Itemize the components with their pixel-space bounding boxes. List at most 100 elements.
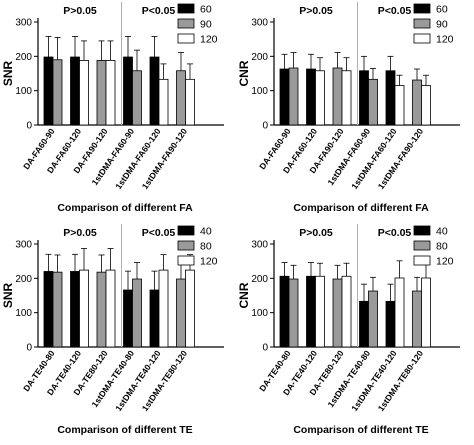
legend-swatch	[177, 18, 195, 29]
p-value-annotation: P>0.05	[63, 227, 97, 239]
legend-swatch	[177, 3, 195, 14]
y-tick-label: 300	[251, 18, 268, 29]
bar	[412, 79, 422, 126]
legend-label: 80	[436, 241, 448, 253]
legend-swatch	[177, 255, 195, 266]
legend-label: 40	[436, 226, 448, 238]
p-value-annotation: P<0.05	[378, 5, 412, 17]
bar	[96, 60, 107, 126]
p-value-annotation: P<0.05	[142, 227, 176, 239]
bar	[52, 271, 63, 348]
bar	[279, 275, 290, 348]
legend-label: 120	[436, 256, 454, 268]
bar	[43, 271, 54, 348]
y-tick-label: 100	[15, 86, 32, 97]
bar	[185, 78, 195, 126]
legend-swatch	[177, 225, 195, 236]
legend-label: 120	[200, 34, 218, 46]
x-axis-label: Comparison of different TE	[57, 424, 192, 436]
y-axis-label: CNR	[237, 60, 251, 86]
bar	[105, 60, 116, 126]
y-axis-label: CNR	[237, 282, 251, 308]
bar	[306, 68, 316, 126]
y-tick-label: 100	[251, 308, 268, 319]
bar	[394, 277, 405, 348]
bar	[149, 56, 160, 126]
bar	[52, 59, 63, 126]
legend-swatch	[413, 33, 431, 44]
p-value-annotation: P<0.05	[142, 5, 176, 17]
x-axis-label: Comparison of different TE	[293, 424, 428, 436]
p-value-annotation: P>0.05	[299, 5, 333, 17]
bar	[132, 278, 142, 348]
y-tick-label: 100	[251, 86, 268, 97]
y-tick-label: 300	[15, 240, 32, 251]
bar	[385, 300, 396, 348]
y-axis-label: SNR	[1, 61, 15, 87]
bar	[394, 85, 405, 126]
bar	[421, 277, 431, 348]
p-value-annotation: P>0.05	[299, 227, 333, 239]
legend-swatch	[177, 33, 195, 44]
bar	[176, 278, 186, 348]
legend-swatch	[413, 3, 431, 14]
legend-swatch	[413, 225, 431, 236]
bar	[79, 269, 89, 348]
legend-label: 90	[436, 19, 448, 31]
y-tick-label: 300	[15, 18, 32, 29]
bar	[279, 68, 290, 126]
legend-swatch	[413, 18, 431, 29]
bar	[43, 56, 54, 126]
bar	[412, 290, 422, 348]
bar	[332, 67, 343, 126]
y-tick-label: 0	[26, 121, 32, 132]
y-tick-label: 0	[262, 343, 268, 354]
bar	[123, 56, 133, 126]
p-value-annotation: P>0.05	[63, 5, 97, 17]
bar	[149, 289, 160, 348]
legend-swatch	[413, 255, 431, 266]
legend-label: 120	[436, 34, 454, 46]
bar	[185, 269, 195, 348]
y-axis-label: SNR	[1, 283, 15, 309]
bar	[359, 300, 369, 348]
bar	[288, 67, 299, 126]
y-tick-label: 200	[251, 274, 268, 285]
bar	[332, 278, 343, 348]
bar	[306, 275, 316, 348]
bar	[158, 78, 169, 126]
bar	[123, 289, 133, 348]
legend-label: 60	[436, 4, 448, 16]
bar	[315, 275, 325, 348]
y-tick-label: 300	[251, 240, 268, 251]
legend-label: 90	[200, 19, 212, 31]
bar	[105, 269, 116, 348]
bar	[385, 70, 396, 126]
p-value-annotation: P<0.05	[378, 227, 412, 239]
bar	[368, 78, 378, 126]
bar	[341, 275, 352, 348]
y-tick-label: 200	[15, 52, 32, 63]
bar	[359, 70, 369, 126]
bar	[158, 269, 169, 348]
legend-label: 60	[200, 4, 212, 16]
bar	[79, 60, 89, 126]
bar	[70, 271, 80, 348]
bar	[176, 70, 186, 126]
y-tick-label: 200	[251, 52, 268, 63]
y-tick-label: 0	[26, 343, 32, 354]
y-tick-label: 200	[15, 274, 32, 285]
bar	[315, 70, 325, 126]
bar	[341, 70, 352, 126]
bar	[132, 70, 142, 126]
bar	[96, 271, 107, 348]
y-tick-label: 0	[262, 121, 268, 132]
y-tick-label: 100	[15, 308, 32, 319]
legend-swatch	[413, 240, 431, 251]
bar	[368, 290, 378, 348]
